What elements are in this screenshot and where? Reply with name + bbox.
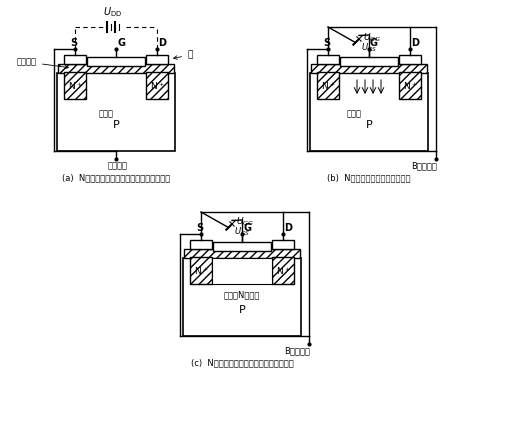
Text: 耗盡層: 耗盡層 [99, 109, 113, 118]
Text: $U_{\rm DD}$: $U_{\rm DD}$ [103, 5, 122, 19]
Text: G: G [370, 38, 378, 48]
Text: N$^+$: N$^+$ [276, 265, 290, 277]
Text: 耗盡層: 耗盡層 [347, 109, 361, 118]
Text: $U_{GS}$: $U_{GS}$ [361, 41, 377, 54]
Text: N$^+$: N$^+$ [403, 80, 417, 92]
Bar [213, 242, 271, 251]
Text: $U_{GG}$: $U_{GG}$ [363, 31, 381, 43]
Text: 耗盡層N型溝道: 耗盡層N型溝道 [224, 290, 260, 299]
Text: S: S [323, 38, 331, 48]
Bar [57, 73, 175, 151]
Text: N$^+$: N$^+$ [193, 265, 208, 277]
Bar [146, 72, 168, 99]
Bar [311, 64, 427, 73]
Text: (b)  N溝道增強型場效應管的電場: (b) N溝道增強型場效應管的電場 [327, 173, 411, 182]
Bar [317, 72, 339, 99]
Bar [272, 240, 294, 249]
Bar [87, 57, 145, 66]
Text: S: S [70, 38, 77, 48]
Text: N$^+$: N$^+$ [321, 80, 335, 92]
Bar [310, 73, 428, 151]
Text: N$^+$: N$^+$ [149, 80, 164, 92]
Text: $U_{GG}$: $U_{GG}$ [236, 216, 254, 229]
Text: (c)  N溝道增強型場效應管導電溝道的導通: (c) N溝道增強型場效應管導電溝道的導通 [191, 358, 294, 367]
Bar [212, 258, 272, 284]
Text: G: G [117, 38, 125, 48]
Bar [340, 57, 398, 66]
Text: P: P [112, 120, 119, 130]
Bar [190, 257, 212, 284]
Text: P: P [366, 120, 373, 130]
Bar [317, 55, 339, 64]
Bar [64, 72, 86, 99]
Text: 二氧化硅: 二氧化硅 [17, 57, 68, 69]
Bar [146, 55, 168, 64]
Text: S: S [197, 223, 204, 233]
Text: D: D [158, 38, 166, 48]
Text: 鋁: 鋁 [174, 51, 192, 60]
Text: (a)  N溝道增強型場效應管源極和襯底的聯結: (a) N溝道增強型場效應管源極和襯底的聯結 [62, 173, 170, 182]
Bar [399, 55, 421, 64]
Bar [399, 72, 421, 99]
Text: $U_{GS}$: $U_{GS}$ [234, 226, 250, 239]
Bar [58, 64, 174, 73]
Bar [64, 55, 86, 64]
Bar [272, 257, 294, 284]
Bar [190, 240, 212, 249]
Text: B襯底引線: B襯底引線 [411, 161, 437, 170]
Text: D: D [284, 223, 292, 233]
Text: D: D [411, 38, 419, 48]
Bar [184, 249, 300, 258]
Text: N$^+$: N$^+$ [68, 80, 82, 92]
Text: G: G [243, 223, 251, 233]
Text: P: P [238, 305, 245, 315]
Bar [183, 258, 301, 336]
Text: B襯底引線: B襯底引線 [284, 346, 310, 355]
Text: 襯底引線: 襯底引線 [108, 161, 128, 170]
